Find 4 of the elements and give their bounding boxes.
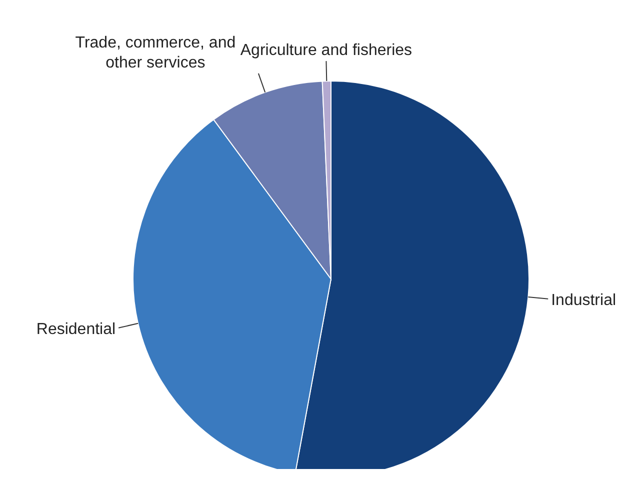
slice-label: Residential [36, 320, 116, 338]
slice-label: Industrial [551, 292, 616, 309]
slice-label: Agriculture and fisheries [240, 42, 412, 60]
slice-label: Trade, commerce, and other services [75, 34, 236, 72]
